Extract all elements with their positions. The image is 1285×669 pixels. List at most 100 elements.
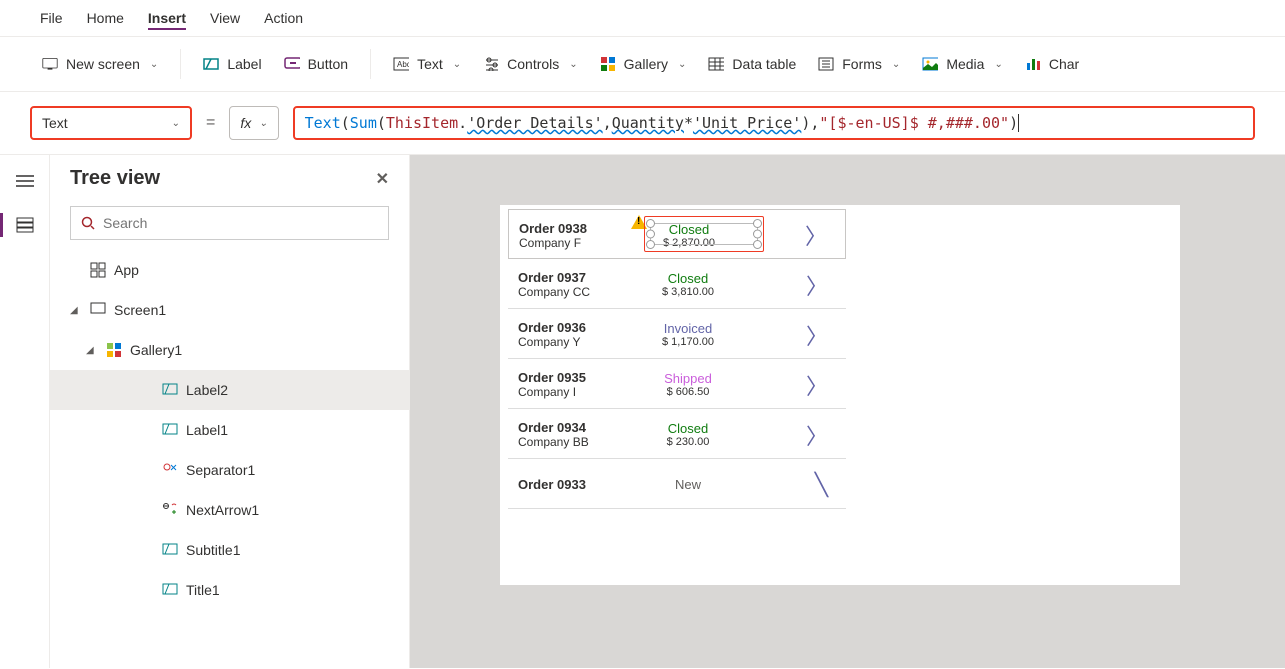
order-number: Order 0938 (519, 221, 629, 236)
menu-action[interactable]: Action (264, 8, 303, 30)
gallery-row-right: 〉 (806, 319, 836, 351)
chart-label: Char (1049, 56, 1079, 72)
menu-view[interactable]: View (210, 8, 240, 30)
button-button[interactable]: Button (284, 56, 348, 72)
gallery-row[interactable]: Order 0936Company YInvoiced$ 1,170.00〉 (508, 309, 846, 359)
tree-label: Subtitle1 (186, 542, 240, 558)
nextarrow-icon (162, 502, 178, 518)
order-price: $ 230.00 (628, 436, 748, 448)
label-label: Label (227, 56, 261, 72)
gallery-row-left: Order 0933 (518, 477, 628, 492)
next-arrow-icon[interactable]: 〉 (805, 224, 827, 249)
order-number: Order 0934 (518, 420, 628, 435)
left-rail (0, 155, 50, 668)
order-price: $ 606.50 (628, 386, 748, 398)
gallery-row-left: Order 0934Company BB (518, 420, 628, 449)
tree-label: Label2 (186, 382, 228, 398)
tree-title[interactable]: Title1 (50, 570, 409, 610)
company-name: Company BB (518, 435, 628, 449)
next-arrow-icon[interactable]: 〉 (806, 274, 828, 299)
tree-search[interactable] (70, 206, 389, 240)
forms-dropdown[interactable]: Forms ⌄ (818, 56, 900, 72)
menu-file[interactable]: File (40, 8, 63, 30)
gallery-row-right: 〉 (806, 369, 836, 401)
search-icon (81, 216, 95, 230)
app-icon (90, 262, 106, 278)
property-value: Text (42, 115, 68, 131)
gallery-row[interactable]: Order 0938Company FClosed$ 2,870.00〉 (508, 209, 846, 259)
tree-nextarrow[interactable]: NextArrow1 (50, 490, 409, 530)
button-label: Button (308, 56, 348, 72)
formula-token: "[$-en-US]$ #,###.00" (819, 114, 1009, 132)
company-name: Company I (518, 385, 628, 399)
gallery-row[interactable]: Order 0937Company CCClosed$ 3,810.00 〉 (508, 259, 846, 309)
table-icon (708, 56, 724, 72)
gallery-row-right: 〉 (806, 269, 836, 301)
order-status: Closed (628, 421, 748, 436)
next-arrow-icon[interactable]: 〉 (806, 424, 828, 449)
gallery-row[interactable]: Order 0934Company BBClosed$ 230.00 〉 (508, 409, 846, 459)
gallery-row-mid: Shipped$ 606.50 (628, 371, 748, 398)
formula-token: Text (305, 114, 341, 132)
gallery-row-mid: Closed$ 230.00 (628, 421, 748, 448)
chevron-down-icon: ⌄ (569, 59, 577, 70)
order-number: Order 0933 (518, 477, 628, 492)
label-icon (162, 542, 178, 558)
tree-app[interactable]: App (50, 250, 409, 290)
rail-tree-view[interactable] (13, 213, 37, 237)
tree-subtitle[interactable]: Subtitle1 (50, 530, 409, 570)
tree-separator[interactable]: Separator1 (50, 450, 409, 490)
main-area: Tree view ✕ App ◢ Screen1 ◢ Gallery1 (0, 155, 1285, 668)
screen-icon (42, 56, 58, 72)
gallery-row-mid: Closed$ 3,810.00 (628, 271, 748, 298)
company-name: Company Y (518, 335, 628, 349)
text-dropdown[interactable]: Abc Text ⌄ (393, 56, 461, 72)
gallery-dropdown[interactable]: Gallery ⌄ (600, 56, 687, 72)
fx-label: fx (240, 115, 251, 131)
menu-bar: File Home Insert View Action (0, 0, 1285, 37)
button-icon (284, 56, 300, 72)
media-dropdown[interactable]: Media ⌄ (922, 56, 1003, 72)
order-status: Shipped (628, 371, 748, 386)
rail-hamburger[interactable] (13, 169, 37, 193)
gallery-preview: Order 0938Company FClosed$ 2,870.00〉Orde… (508, 209, 846, 509)
tree-label2[interactable]: Label2 (50, 370, 409, 410)
tree-label: Gallery1 (130, 342, 182, 358)
tree-label1[interactable]: Label1 (50, 410, 409, 450)
chart-dropdown[interactable]: Char (1025, 56, 1079, 72)
label-icon (162, 582, 178, 598)
svg-text:Abc: Abc (397, 60, 409, 69)
menu-insert[interactable]: Insert (148, 8, 186, 30)
formula-input[interactable]: Text( Sum( ThisItem.'Order Details', Qua… (293, 106, 1255, 140)
controls-dropdown[interactable]: Controls ⌄ (483, 56, 578, 72)
gallery-row[interactable]: Order 0935Company IShipped$ 606.50〉 (508, 359, 846, 409)
new-screen-button[interactable]: New screen ⌄ (42, 56, 158, 72)
tree-gallery[interactable]: ◢ Gallery1 (50, 330, 409, 370)
next-arrow-icon[interactable]: 〉 (806, 374, 828, 399)
next-arrow-icon[interactable]: 〉 (806, 324, 828, 349)
formula-token: Sum (350, 114, 377, 132)
order-number: Order 0936 (518, 320, 628, 335)
close-icon[interactable]: ✕ (376, 169, 389, 189)
menu-home[interactable]: Home (87, 8, 124, 30)
fx-button[interactable]: fx ⌄ (229, 106, 278, 140)
tree-label: Separator1 (186, 462, 255, 478)
gallery-row[interactable]: Order 0933New╲ (508, 459, 846, 509)
tree-screen[interactable]: ◢ Screen1 (50, 290, 409, 330)
text-icon: Abc (393, 56, 409, 72)
order-price: $ 1,170.00 (628, 336, 748, 348)
twisty-icon[interactable]: ◢ (70, 305, 82, 316)
search-input[interactable] (103, 215, 378, 231)
data-table-button[interactable]: Data table (708, 56, 796, 72)
next-arrow-icon[interactable]: ╲ (815, 472, 828, 497)
gallery-row-right: 〉 (806, 419, 836, 451)
property-dropdown[interactable]: Text ⌄ (30, 106, 192, 140)
media-label: Media (946, 56, 984, 72)
data-table-label: Data table (732, 56, 796, 72)
company-name: Company F (519, 236, 629, 250)
gallery-row-left: Order 0936Company Y (518, 320, 628, 349)
separator-icon (162, 462, 178, 478)
label-button[interactable]: Label (203, 56, 261, 72)
twisty-icon[interactable]: ◢ (86, 345, 98, 356)
gallery-row-left: Order 0937Company CC (518, 270, 628, 299)
